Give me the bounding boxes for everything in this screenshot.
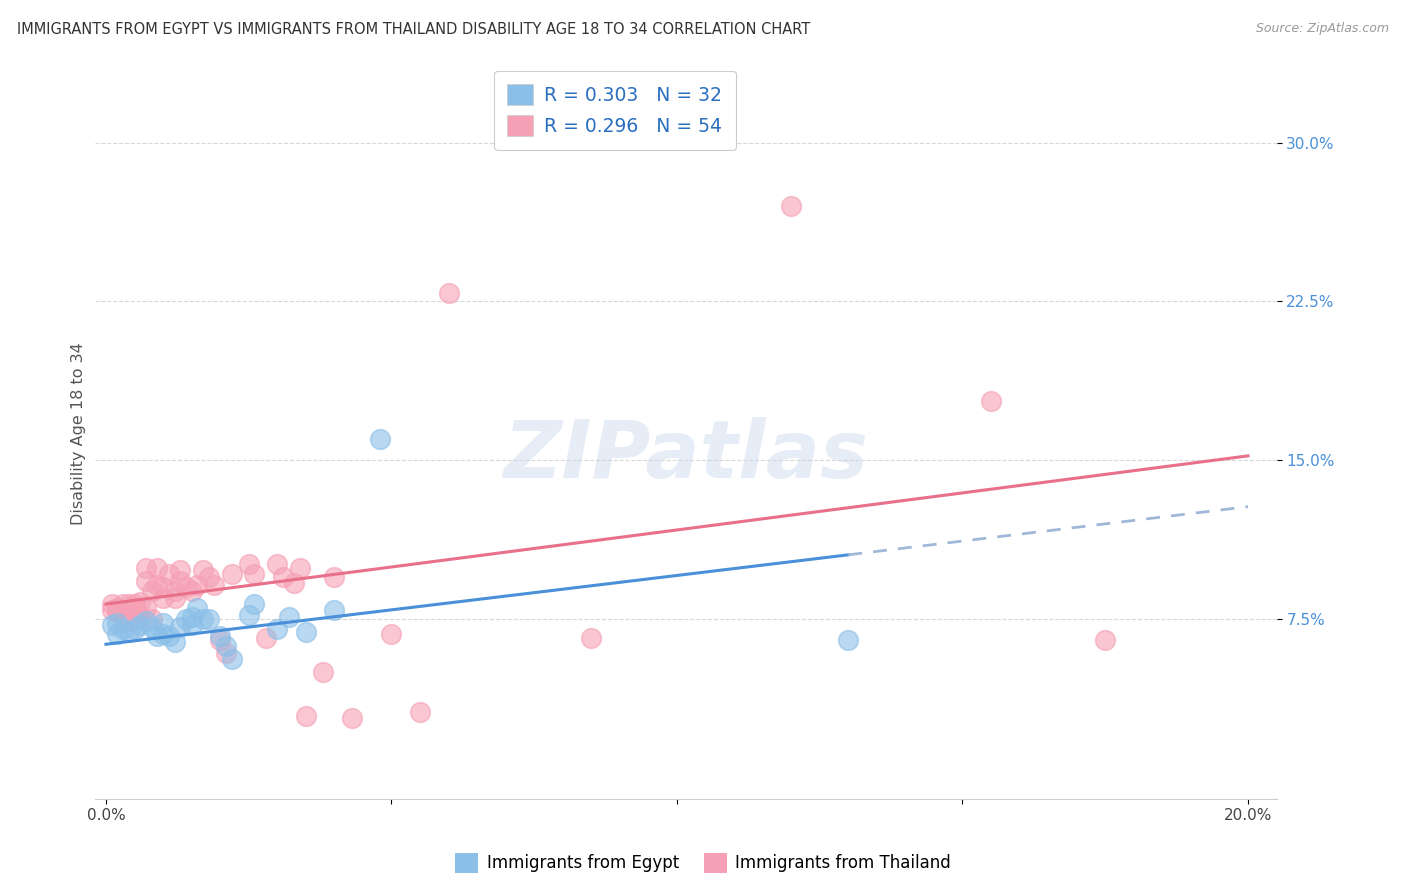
Point [129,595,152,609]
Point [124,597,146,611]
Point [980,393,1002,408]
Point [295,709,318,723]
Point [191,563,214,577]
Point [581,631,603,645]
Point [100,603,122,617]
Point [180,618,202,632]
Point [152,580,174,594]
Point [215,640,238,654]
Point [380,626,402,640]
Point [100,618,122,632]
Point [277,609,299,624]
Point [124,623,146,637]
Point [135,561,157,575]
Point [186,578,208,592]
Point [163,635,186,649]
Point [191,612,214,626]
Point [323,569,346,583]
Point [209,633,232,648]
Point [107,626,129,640]
Point [837,633,859,648]
Point [169,574,191,588]
Point [107,606,129,620]
Point [1094,633,1116,648]
Point [124,607,146,622]
Point [266,557,288,571]
Point [107,616,129,631]
Y-axis label: Disability Age 18 to 34: Disability Age 18 to 34 [72,343,86,525]
Point [221,567,243,582]
Point [141,620,163,634]
Point [169,620,191,634]
Point [238,607,260,622]
Point [197,612,219,626]
Point [135,574,157,588]
Point [124,601,146,615]
Point [112,597,135,611]
Point [118,614,141,628]
Point [146,578,169,592]
Point [197,569,219,583]
Point [238,557,260,571]
Point [180,609,202,624]
Point [368,432,391,446]
Point [112,623,135,637]
Point [215,646,238,660]
Point [312,665,335,679]
Point [100,597,122,611]
Point [169,563,191,577]
Point [174,580,197,594]
Point [118,597,141,611]
Point [340,711,363,725]
Point [129,618,152,632]
Legend: Immigrants from Egypt, Immigrants from Thailand: Immigrants from Egypt, Immigrants from T… [449,847,957,880]
Text: ZIPatlas: ZIPatlas [503,417,868,494]
Point [288,561,311,575]
Point [135,614,157,628]
Point [266,623,288,637]
Point [129,609,152,624]
Point [437,285,460,300]
Text: Source: ZipAtlas.com: Source: ZipAtlas.com [1256,22,1389,36]
Point [409,705,432,719]
Point [157,629,180,643]
Point [146,561,169,575]
Point [186,601,208,615]
Point [174,612,197,626]
Point [152,626,174,640]
Point [107,601,129,615]
Point [323,603,346,617]
Point [141,584,163,599]
Text: IMMIGRANTS FROM EGYPT VS IMMIGRANTS FROM THAILAND DISABILITY AGE 18 TO 34 CORREL: IMMIGRANTS FROM EGYPT VS IMMIGRANTS FROM… [17,22,810,37]
Point [135,601,157,615]
Point [180,584,202,599]
Point [112,609,135,624]
Point [157,567,180,582]
Point [254,631,277,645]
Point [283,575,305,590]
Point [271,569,294,583]
Point [295,624,318,639]
Point [243,597,266,611]
Point [152,591,174,605]
Point [118,624,141,639]
Point [243,567,266,582]
Point [209,629,232,643]
Point [780,199,803,213]
Legend: R = 0.303   N = 32, R = 0.296   N = 54: R = 0.303 N = 32, R = 0.296 N = 54 [494,70,735,150]
Point [204,578,226,592]
Point [146,629,169,643]
Point [141,612,163,626]
Point [163,584,186,599]
Point [221,652,243,666]
Point [163,591,186,605]
Point [152,616,174,631]
